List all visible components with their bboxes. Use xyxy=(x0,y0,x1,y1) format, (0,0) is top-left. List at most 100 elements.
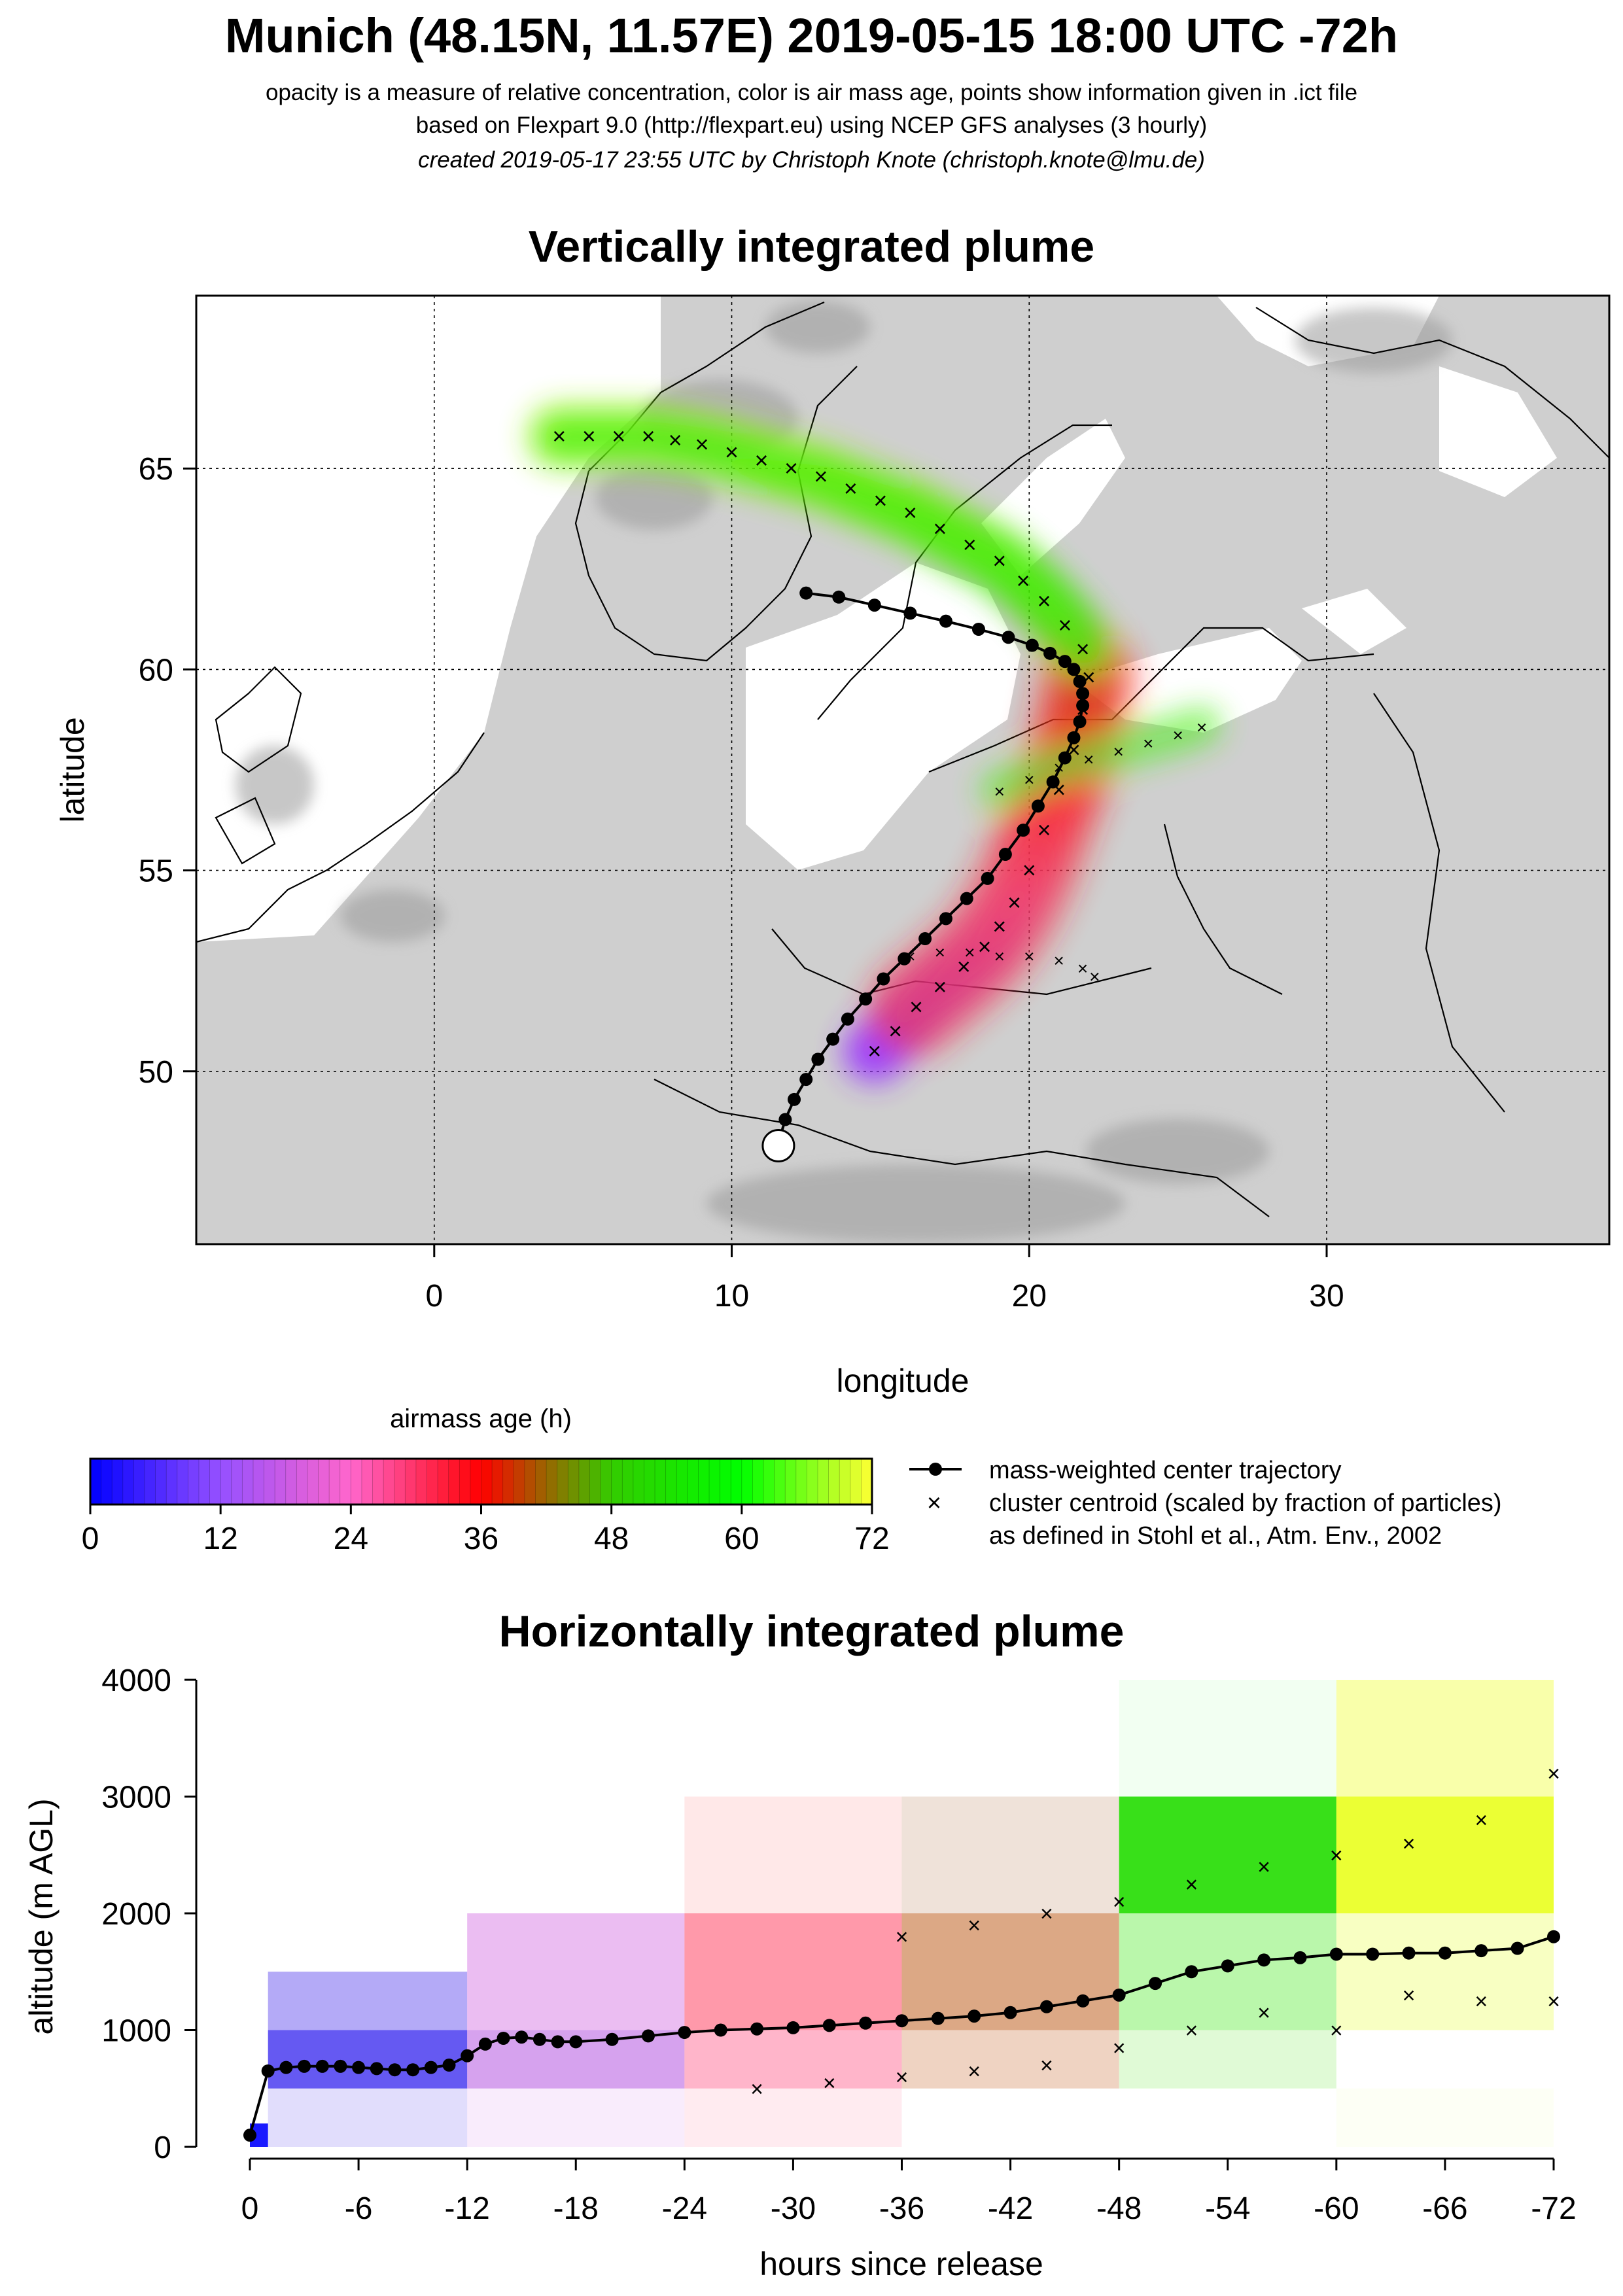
profile-center-trajectory-line xyxy=(249,1935,1554,2136)
profile-cluster-centroid-marker: × xyxy=(750,2077,763,2102)
colorbar-tick-label: 72 xyxy=(854,1522,889,1556)
profile-center-trajectory-point xyxy=(243,2129,256,2142)
center-trajectory-point xyxy=(939,614,952,628)
cluster-centroid-marker: × xyxy=(1196,717,1207,737)
profile-center-trajectory-point xyxy=(1185,1965,1198,1979)
profile-cluster-centroid-marker: × xyxy=(1547,1762,1560,1786)
profile-cluster-centroid-marker: × xyxy=(1330,1843,1343,1868)
map-y-tick-label: 55 xyxy=(139,854,173,889)
profile-y-tick-label: 3000 xyxy=(101,1781,171,1815)
center-trajectory-point xyxy=(1073,674,1087,688)
cluster-centroid-marker: × xyxy=(1024,769,1034,790)
profile-x-tick-label: -36 xyxy=(879,2191,924,2226)
map-chart: × × × × × × × × × × × × ××××××××××××××××××××××× × × × × ×… xyxy=(54,294,1611,1399)
profile-center-trajectory-point xyxy=(1547,1930,1560,1943)
profile-cluster-centroid-marker: × xyxy=(1040,1902,1053,1926)
profile-x-axis-label: hours since release xyxy=(759,2246,1043,2282)
cluster-centroid-marker: × xyxy=(1089,966,1100,986)
cluster-centroid-marker: × xyxy=(725,439,739,466)
map-x-tick-label: 20 xyxy=(1012,1279,1047,1313)
profile-cluster-centroid-marker: × xyxy=(1040,2053,1053,2078)
profile-x-tick-label: -42 xyxy=(988,2191,1033,2226)
concentration-band xyxy=(268,2030,468,2089)
profile-title: Horizontally integrated plume xyxy=(498,1607,1125,1656)
cluster-centroid-marker: × xyxy=(582,423,596,449)
colorbar-tick-label: 60 xyxy=(724,1522,759,1556)
profile-x-tick-label: -72 xyxy=(1531,2191,1576,2226)
cluster-centroid-marker: × xyxy=(1054,757,1064,778)
cluster-centroid-marker: × xyxy=(1037,587,1051,614)
concentration-band xyxy=(1336,1913,1554,2030)
profile-cluster-centroid-marker: × xyxy=(1257,1855,1270,1880)
profile-center-trajectory-point xyxy=(678,2026,691,2040)
profile-center-trajectory-point xyxy=(714,2023,727,2037)
center-trajectory-point xyxy=(1058,655,1072,669)
center-trajectory-point xyxy=(799,1073,813,1087)
concentration-band xyxy=(684,1913,902,2030)
profile-cluster-centroid-marker: × xyxy=(1403,1983,1416,2008)
profile-center-trajectory-point xyxy=(1438,1946,1452,1960)
coastlines xyxy=(196,301,1609,1217)
center-trajectory-point xyxy=(981,871,994,885)
profile-x-tick-label: -48 xyxy=(1096,2191,1142,2226)
cluster-centroid-marker: × xyxy=(1083,750,1094,770)
colorbar-tick-label: 12 xyxy=(203,1522,237,1556)
profile-center-trajectory-point xyxy=(1003,2006,1017,2019)
profile-x-tick-label: -66 xyxy=(1422,2191,1467,2226)
cluster-centroid-marker: × xyxy=(905,947,915,967)
center-trajectory-point xyxy=(799,586,813,600)
profile-center-trajectory-point xyxy=(1076,1994,1090,2008)
cluster-centroid-marker: × xyxy=(992,913,1006,940)
cluster-centroid-marker: × xyxy=(888,1017,902,1044)
profile-center-trajectory-point xyxy=(478,2037,492,2051)
subtitle-credit: created 2019-05-17 23:55 UTC by Christop… xyxy=(418,147,1205,173)
cluster-centroid-marker: × xyxy=(909,994,923,1020)
profile-center-trajectory-point xyxy=(605,2032,619,2046)
colorbar-tick-label: 48 xyxy=(594,1522,629,1556)
profile-center-trajectory-point xyxy=(1112,1988,1126,2002)
center-trajectory-point xyxy=(832,590,846,604)
center-trajectory-point xyxy=(811,1052,825,1066)
cluster-centroid-marker: × xyxy=(754,447,768,474)
center-trajectory-point xyxy=(1067,663,1081,676)
center-trajectory-point xyxy=(971,622,985,636)
legend-area: airmass age (h) 0 12 24 36 48 60 72 mass-weigh… xyxy=(82,1404,1502,1556)
profile-cluster-centroid-marker: × xyxy=(1330,2019,1343,2044)
map-y-tick-label: 65 xyxy=(139,452,173,487)
profile-center-trajectory-point xyxy=(895,2014,909,2028)
profile-series-layer: × × × × × × × × × × × × × × × × × × × × × × xyxy=(243,1762,1560,2142)
center-trajectory-point xyxy=(1076,687,1090,701)
cluster-centroid-marker: × xyxy=(963,531,977,558)
profile-x-tick-label: -18 xyxy=(553,2191,599,2226)
profile-y-axis-label: altitude (m AGL) xyxy=(23,1798,60,2034)
cluster-centroid-marker: × xyxy=(1058,612,1072,638)
cluster-centroid-marker: × xyxy=(873,487,887,513)
map-y-tick-label: 60 xyxy=(139,653,173,687)
center-trajectory-point xyxy=(841,1012,854,1026)
cluster-centroid-marker: × xyxy=(642,423,655,449)
profile-center-trajectory-point xyxy=(298,2059,311,2073)
profile-center-trajectory-point xyxy=(641,2029,655,2043)
concentration-band xyxy=(901,1796,1119,1913)
cluster-centroid-marker: × xyxy=(992,548,1006,574)
map-x-axis-label: longitude xyxy=(837,1363,969,1399)
center-trajectory-point xyxy=(1046,775,1060,789)
profile-center-trajectory-point xyxy=(1257,1953,1271,1967)
profile-center-trajectory-point xyxy=(388,2063,402,2077)
cluster-centroid-marker: × xyxy=(1024,947,1034,967)
cluster-centroid-marker: × xyxy=(867,1037,881,1064)
concentration-band xyxy=(684,2088,902,2147)
center-trajectory-point xyxy=(1058,751,1072,765)
cluster-centroid-marker: × xyxy=(784,455,798,481)
profile-cluster-centroid-marker: × xyxy=(1185,1872,1198,1897)
profile-center-trajectory-point xyxy=(261,2064,275,2078)
profile-center-trajectory-point xyxy=(786,2021,800,2034)
profile-center-trajectory-point xyxy=(442,2059,456,2072)
profile-center-trajectory-point xyxy=(1293,1951,1307,1964)
profile-center-trajectory-point xyxy=(334,2059,347,2073)
concentration-band xyxy=(684,1796,902,1913)
profile-x-tick-label: -24 xyxy=(662,2191,707,2226)
cluster-centroid-marker: × xyxy=(935,942,945,962)
profile-center-trajectory-point xyxy=(1039,2000,1053,2013)
profile-x-tick-label: -6 xyxy=(345,2191,373,2226)
